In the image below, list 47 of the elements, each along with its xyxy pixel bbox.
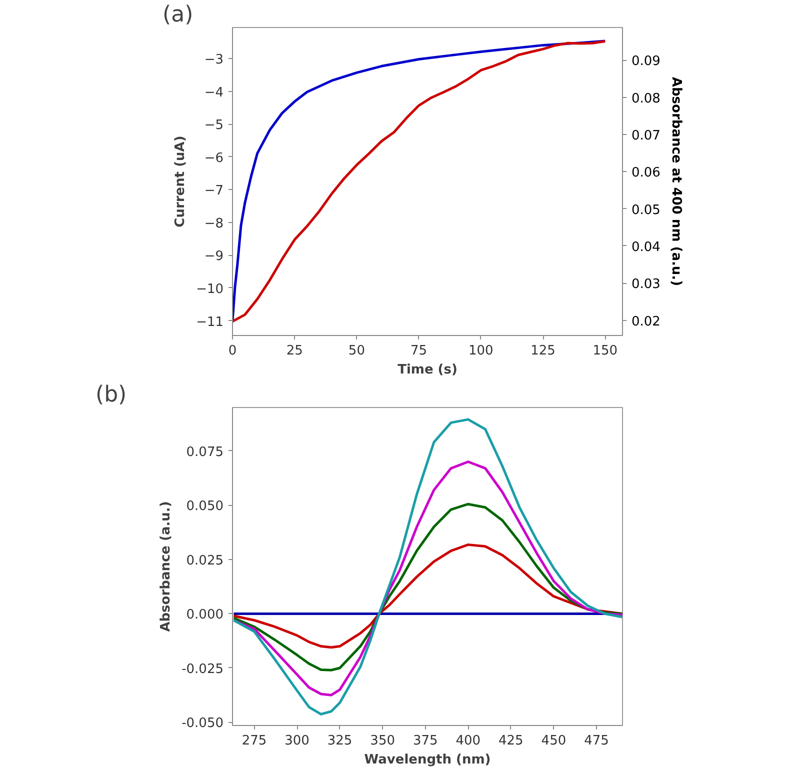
y2-tick-label: 0.03 xyxy=(632,277,660,292)
x-tick-label: 400 xyxy=(456,734,481,748)
line-series xyxy=(232,418,622,716)
y2-tick-label: 0.04 xyxy=(632,240,660,255)
x-tick-label: 450 xyxy=(541,734,566,748)
y-tick-label: −10 xyxy=(196,282,224,297)
y-tick-label: −7 xyxy=(204,184,224,199)
y2-tick-label: 0.06 xyxy=(632,166,660,181)
x-tick-label: 0 xyxy=(228,344,237,358)
y2-tick-label: 0.05 xyxy=(632,202,660,218)
x-tick-label: 100 xyxy=(468,344,494,358)
y2-tick-label: 0.09 xyxy=(632,54,660,70)
chart-title: (b) xyxy=(96,382,127,408)
y-tick-label: 0.000 xyxy=(186,608,224,623)
x-tick-label: 375 xyxy=(412,734,438,748)
y-axis-title: Absorbance (a.u.) xyxy=(158,501,174,632)
x-tick-label: 125 xyxy=(530,344,556,358)
y-tick-label: −5 xyxy=(204,118,224,134)
x-axis-title: Wavelength (nm) xyxy=(364,752,491,768)
y-tick-label: -0.050 xyxy=(182,716,224,732)
chart-title: (a) xyxy=(162,2,194,28)
x-tick-label: 475 xyxy=(584,734,609,748)
x-tick-label: 425 xyxy=(498,734,524,748)
x-tick-label: 150 xyxy=(592,344,618,358)
x-tick-label: 25 xyxy=(286,344,303,358)
x-tick-label: 300 xyxy=(284,734,310,748)
x-tick-label: 50 xyxy=(348,344,365,358)
x-tick-label: 350 xyxy=(370,734,395,748)
y-tick-label: −8 xyxy=(204,216,224,232)
y-axis-title: Current (uA) xyxy=(173,136,188,228)
x-axis-title: Time (s) xyxy=(398,362,458,378)
x-tick-label: 325 xyxy=(327,734,352,748)
y2-tick-label: 0.08 xyxy=(632,91,660,106)
y-tick-label: −6 xyxy=(204,150,224,166)
x-tick-label: 75 xyxy=(410,344,428,358)
y2-tick-label: 0.07 xyxy=(632,128,660,144)
y-tick-label: -0.025 xyxy=(182,662,224,677)
y-tick-label: 0.050 xyxy=(186,499,224,514)
y2-tick-label: 0.02 xyxy=(632,314,660,330)
x-tick-label: 275 xyxy=(242,734,267,748)
y-tick-label: 0.025 xyxy=(186,553,224,568)
y-tick-label: −11 xyxy=(196,314,224,330)
y2-axis-title: Absorbance at 400 nm (a.u.) xyxy=(668,76,684,286)
y-tick-label: −9 xyxy=(204,249,224,264)
y-tick-label: 0.075 xyxy=(186,444,224,460)
y-tick-label: −4 xyxy=(204,85,224,100)
y-tick-label: −3 xyxy=(204,52,224,68)
